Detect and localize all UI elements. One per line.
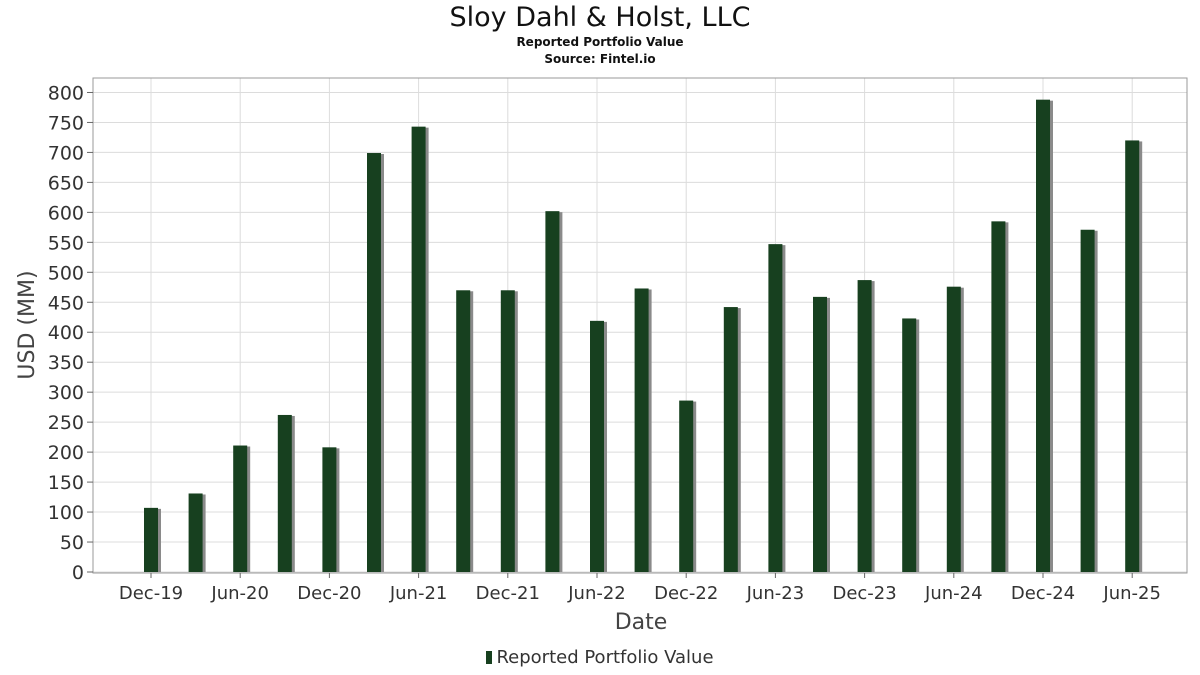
y-tick-label: 0 <box>72 562 84 584</box>
bar <box>500 290 515 572</box>
x-tick-label: Jun-22 <box>567 583 626 604</box>
bar <box>1125 140 1140 572</box>
x-tick-label: Dec-20 <box>297 583 361 604</box>
y-tick-label: 700 <box>48 142 84 164</box>
y-tick-label: 250 <box>48 412 84 434</box>
y-tick-label: 300 <box>48 382 84 404</box>
bar <box>679 400 694 572</box>
bar <box>545 211 560 572</box>
x-tick-label: Jun-21 <box>389 583 448 604</box>
legend: Reported Portfolio Value <box>0 647 1200 668</box>
y-tick-label: 50 <box>60 532 84 554</box>
y-tick-label: 450 <box>48 292 84 314</box>
bar <box>411 126 426 572</box>
bar <box>991 221 1006 572</box>
y-tick-label: 500 <box>48 262 84 284</box>
y-tick-label: 400 <box>48 322 84 344</box>
y-tick-label: 750 <box>48 112 84 134</box>
bar <box>1036 99 1050 573</box>
x-tick-label: Jun-23 <box>746 583 805 604</box>
bar <box>813 296 827 572</box>
legend-swatch <box>486 651 493 664</box>
bar <box>1080 229 1095 572</box>
bar <box>144 507 158 572</box>
x-axis-label: Date <box>615 610 668 635</box>
plot-frame <box>92 77 1188 574</box>
y-tick-label: 550 <box>48 232 84 254</box>
bar <box>188 493 203 572</box>
y-axis-ticks: 0 50 100 150 200 250 300 350 400 450 500 550 600 650 7… <box>48 82 93 584</box>
x-axis-ticks: Dec-19 Jun-20 Dec-20 Jun-21 Dec-21 Jun-22 Dec-… <box>119 573 1161 604</box>
y-tick-label: 100 <box>48 502 84 524</box>
chart-source: Source: Fintel.io <box>544 52 656 66</box>
y-tick-label: 200 <box>48 442 84 464</box>
x-tick-label: Jun-20 <box>210 583 269 604</box>
y-tick-label: 350 <box>48 352 84 374</box>
chart-title: Sloy Dahl & Holst, LLC <box>449 2 751 33</box>
bar <box>857 280 872 572</box>
x-tick-label: Jun-24 <box>924 583 983 604</box>
bar <box>634 288 649 572</box>
y-tick-label: 650 <box>48 172 84 194</box>
x-tick-label: Jun-25 <box>1102 583 1161 604</box>
x-tick-label: Dec-22 <box>654 583 718 604</box>
bar <box>233 445 248 572</box>
bar <box>367 153 381 572</box>
bar <box>768 244 783 572</box>
bar <box>456 290 471 572</box>
y-tick-label: 600 <box>48 202 84 224</box>
bar <box>277 414 292 572</box>
bar <box>322 447 337 572</box>
x-tick-label: Dec-21 <box>476 583 540 604</box>
y-tick-label: 800 <box>48 82 84 104</box>
bar <box>902 318 917 572</box>
bars <box>144 99 1143 573</box>
x-tick-label: Dec-23 <box>832 583 896 604</box>
legend-label: Reported Portfolio Value <box>496 647 714 668</box>
chart-subtitle: Reported Portfolio Value <box>516 35 684 49</box>
y-tick-label: 150 <box>48 472 84 494</box>
bar <box>946 286 961 572</box>
bar <box>723 307 738 572</box>
x-tick-label: Dec-19 <box>119 583 183 604</box>
y-axis-label: USD (MM) <box>15 270 40 379</box>
x-tick-label: Dec-24 <box>1011 583 1075 604</box>
bar <box>590 320 604 572</box>
